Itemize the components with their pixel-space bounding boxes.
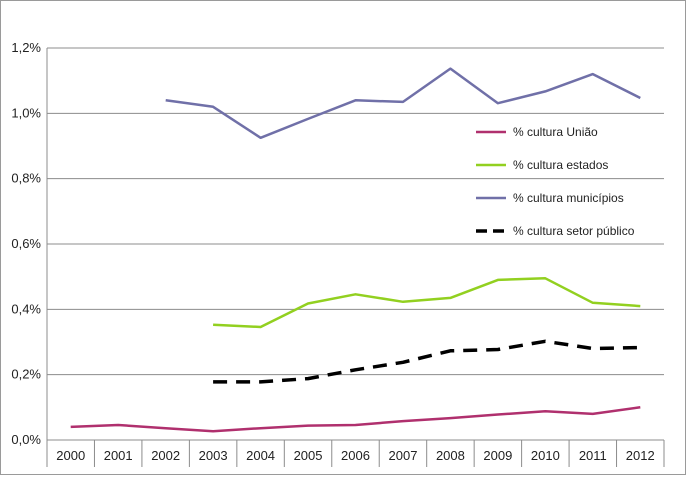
x-tick-label: 2007: [389, 448, 418, 463]
x-axis: 2000 2001 2002 2003 2004 2005 2006 2007 2008 2009…: [46, 48, 665, 467]
legend-label: % cultura estados: [513, 158, 608, 172]
gridlines: [47, 47, 664, 376]
series-lines: [70, 67, 641, 433]
x-tick-label: 2004: [246, 448, 275, 463]
x-tick-label: 2001: [104, 448, 133, 463]
x-tick-label: 2005: [294, 448, 323, 463]
x-tick-label: 2010: [531, 448, 560, 463]
legend: % cultura União % cultura estados % cultur…: [476, 125, 635, 238]
legend-label: % cultura União: [513, 125, 598, 139]
series-line-1: [213, 277, 641, 329]
series-line-3: [213, 339, 641, 384]
x-tick-label: 2011: [579, 448, 607, 463]
legend-label: % cultura municípios: [513, 191, 624, 205]
series-line-2: [165, 67, 641, 140]
x-tick-label: 2006: [341, 448, 370, 463]
y-tick-label: 0,4%: [11, 301, 41, 316]
x-tick-label: 2002: [151, 448, 180, 463]
y-axis-ticks: 0,0% 0,2% 0,4% 0,6% 0,8% 1,0% 1,2%: [11, 40, 41, 447]
y-tick-label: 0,0%: [11, 432, 41, 447]
y-tick-label: 1,0%: [11, 105, 41, 120]
x-tick-label: 2008: [436, 448, 465, 463]
y-tick-label: 0,2%: [11, 367, 41, 382]
y-tick-label: 0,8%: [11, 171, 41, 186]
y-tick-label: 0,6%: [11, 236, 41, 251]
x-tick-label: 2000: [56, 448, 85, 463]
x-tick-label: 2003: [199, 448, 228, 463]
series-line-0: [70, 406, 641, 433]
legend-label: % cultura setor público: [513, 224, 635, 238]
x-tick-label: 2012: [626, 448, 655, 463]
x-tick-label: 2009: [483, 448, 512, 463]
y-tick-label: 1,2%: [11, 40, 41, 55]
